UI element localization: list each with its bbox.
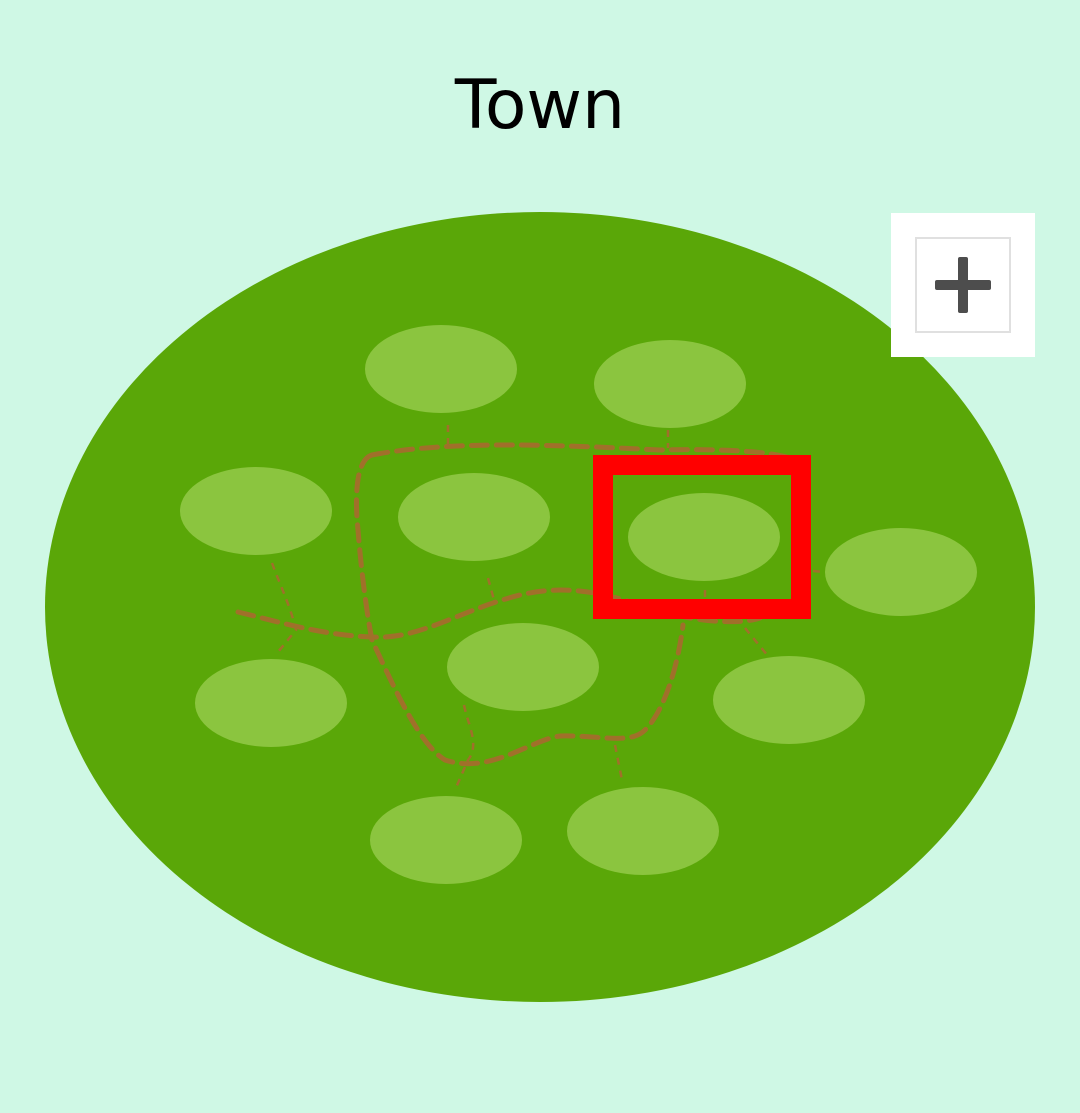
plot[interactable] — [180, 467, 332, 555]
plus-icon — [935, 257, 991, 313]
plot[interactable] — [447, 623, 599, 711]
selection-box — [593, 455, 811, 619]
plot-selected[interactable] — [628, 493, 780, 581]
plot[interactable] — [370, 796, 522, 884]
road-west — [353, 452, 686, 767]
plot[interactable] — [825, 528, 977, 616]
plot[interactable] — [195, 659, 347, 747]
page-title: Town — [454, 66, 626, 145]
zoom-controls — [891, 213, 1035, 357]
plots — [180, 325, 977, 884]
plot[interactable] — [713, 656, 865, 744]
plot[interactable] — [567, 787, 719, 875]
plot[interactable] — [398, 473, 550, 561]
plot[interactable] — [594, 340, 746, 428]
plot[interactable] — [365, 325, 517, 413]
land-area — [45, 212, 1035, 1002]
zoom-in-button[interactable] — [915, 237, 1011, 333]
